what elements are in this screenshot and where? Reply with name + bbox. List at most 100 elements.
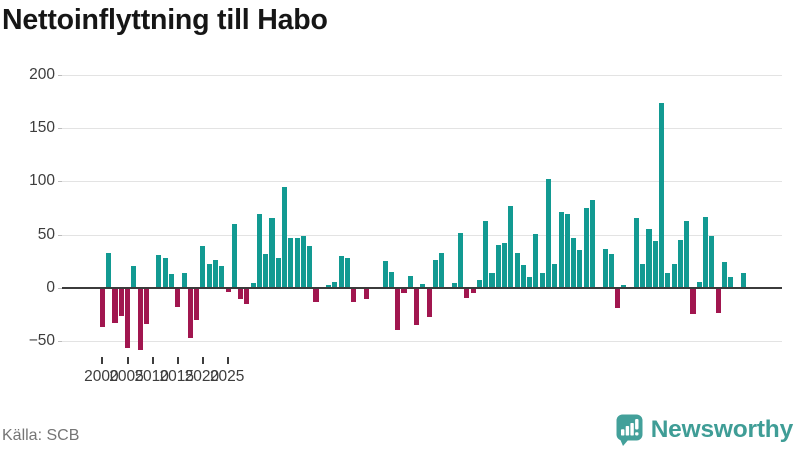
bar-2005-q1 xyxy=(225,289,231,293)
bar-2018-q4 xyxy=(571,237,577,288)
bar-2011-q3 xyxy=(388,272,394,288)
bar-2001-q2 xyxy=(131,265,137,288)
bar-2015-q2 xyxy=(483,220,489,288)
x-axis-tick xyxy=(227,357,230,364)
y-axis-tick xyxy=(58,288,62,289)
bar-2004-q4 xyxy=(219,265,225,288)
y-axis-label: 150 xyxy=(29,119,55,137)
newsworthy-logo[interactable]: Newsworthy xyxy=(616,413,793,446)
bar-2024-q3 xyxy=(715,289,721,313)
bar-2016-q2 xyxy=(508,205,514,288)
bar-2018-q3 xyxy=(564,214,570,288)
y-axis-tick xyxy=(58,234,62,236)
bar-2002-q2 xyxy=(156,255,162,288)
bar-2013-q3 xyxy=(439,252,445,288)
bar-2006-q4 xyxy=(269,217,275,288)
bar-2009-q4 xyxy=(344,258,350,288)
bar-2022-q3 xyxy=(665,273,671,288)
bar-2024-q4 xyxy=(721,262,727,288)
bar-2012-q1 xyxy=(401,289,407,294)
x-axis-tick xyxy=(101,357,104,364)
bar-2018-q1 xyxy=(552,263,558,288)
bar-2016-q4 xyxy=(520,264,526,288)
bar-2003-q4 xyxy=(194,289,200,320)
bar-2011-q2 xyxy=(382,261,388,289)
bar-2021-q3 xyxy=(640,263,646,288)
bar-2016-q1 xyxy=(501,243,508,288)
bar-2020-q1 xyxy=(602,248,608,288)
x-axis-label: 2000 xyxy=(84,368,119,385)
bar-2023-q3 xyxy=(690,289,696,314)
brand-name: Newsworthy xyxy=(650,415,794,443)
bar-2015-q1 xyxy=(476,279,482,288)
bar-2022-q1 xyxy=(652,241,658,288)
bar-2012-q3 xyxy=(414,289,420,326)
bar-2017-q1 xyxy=(527,277,533,288)
x-axis-tick xyxy=(176,357,179,364)
bar-2009-q3 xyxy=(338,256,344,288)
zero-axis-line xyxy=(62,287,782,289)
y-axis-label: 50 xyxy=(37,225,55,243)
bar-2025-q1 xyxy=(728,277,734,288)
bar-chart-bubble-icon xyxy=(616,413,643,446)
y-axis-label: −50 xyxy=(28,332,55,350)
y-axis-label: 0 xyxy=(46,279,55,296)
gridline--50 xyxy=(62,341,782,343)
bar-2007-q3 xyxy=(288,237,294,288)
bar-2003-q1 xyxy=(175,289,181,308)
bar-2013-q2 xyxy=(432,260,438,288)
bar-2022-q4 xyxy=(671,263,677,288)
bar-2014-q3 xyxy=(464,289,470,298)
bar-2006-q2 xyxy=(256,214,263,288)
bar-2023-q2 xyxy=(684,220,690,288)
bar-2006-q3 xyxy=(263,253,269,288)
bar-2000-q2 xyxy=(106,252,112,288)
y-axis-label: 100 xyxy=(29,172,55,190)
bar-2018-q2 xyxy=(558,212,564,288)
x-axis-label: 2010 xyxy=(134,368,169,385)
bar-2006-q1 xyxy=(250,282,256,288)
bar-2000-q1 xyxy=(99,289,105,328)
y-axis-tick xyxy=(58,74,62,76)
bar-2017-q3 xyxy=(539,273,545,288)
gridline-200 xyxy=(62,74,782,76)
bar-2000-q4 xyxy=(118,289,124,316)
x-axis-label: 2005 xyxy=(109,368,144,385)
bar-2010-q1 xyxy=(351,289,357,302)
gridline-50 xyxy=(62,234,782,236)
chart-title: Nettoinflyttning till Habo xyxy=(2,4,328,36)
bar-2024-q2 xyxy=(709,235,715,288)
x-axis-label: 2020 xyxy=(184,368,220,385)
bar-2021-q4 xyxy=(646,229,652,288)
x-axis-label: 2015 xyxy=(159,368,195,385)
bar-2004-q2 xyxy=(206,263,212,288)
bar-2012-q2 xyxy=(407,276,413,288)
bar-2015-q4 xyxy=(495,245,501,288)
y-axis-tick xyxy=(58,128,62,130)
bar-2020-q4 xyxy=(621,284,627,288)
bar-2020-q2 xyxy=(608,253,614,288)
bar-2014-q1 xyxy=(451,282,457,288)
bar-2005-q2 xyxy=(231,224,237,288)
bar-2002-q4 xyxy=(168,274,175,288)
gridline-100 xyxy=(62,181,782,183)
bar-2007-q1 xyxy=(275,258,281,288)
bar-2013-q1 xyxy=(426,289,432,317)
y-axis-tick xyxy=(58,181,62,183)
bar-2007-q2 xyxy=(282,186,288,288)
bar-2016-q3 xyxy=(514,252,520,288)
source-note: Källa: SCB xyxy=(2,427,80,444)
x-axis-tick xyxy=(201,357,204,364)
bar-2011-q4 xyxy=(395,289,401,330)
bar-2019-q1 xyxy=(577,249,583,288)
y-axis-tick xyxy=(58,341,62,343)
bar-2000-q3 xyxy=(112,289,118,324)
bar-2015-q3 xyxy=(489,273,495,288)
bar-2001-q3 xyxy=(137,289,143,350)
bar-2002-q3 xyxy=(162,258,168,288)
bar-2003-q3 xyxy=(187,289,193,338)
bar-2014-q4 xyxy=(470,289,476,294)
bar-2008-q1 xyxy=(300,235,307,288)
bar-2005-q3 xyxy=(238,289,244,299)
